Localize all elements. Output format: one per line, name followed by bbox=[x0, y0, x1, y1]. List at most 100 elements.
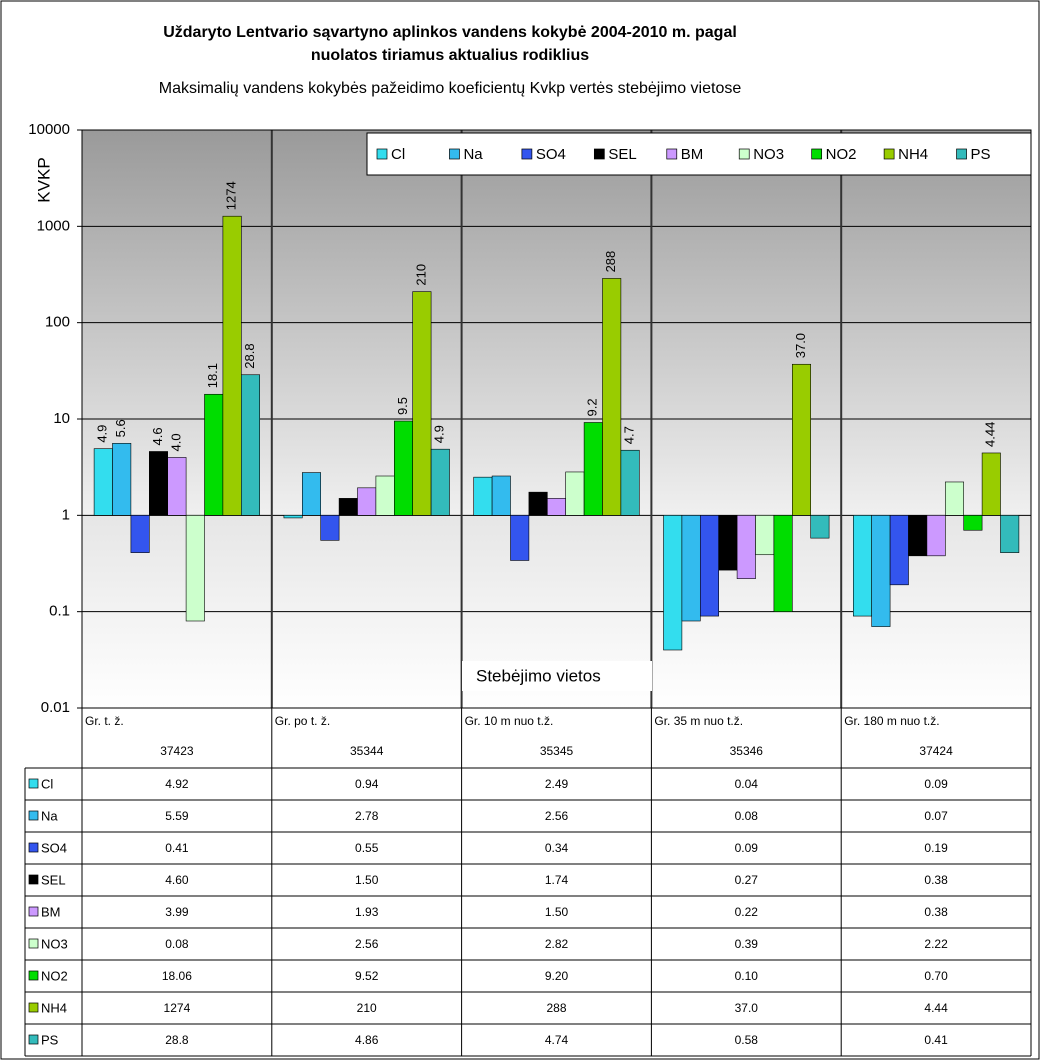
legend-label: PS bbox=[971, 146, 991, 163]
table-cell: 4.86 bbox=[355, 1033, 379, 1047]
bar bbox=[320, 515, 340, 541]
bar bbox=[699, 515, 719, 617]
y-tick-label: 10000 bbox=[28, 121, 70, 138]
table-cell: 1.50 bbox=[545, 905, 569, 919]
data-label: 9.2 bbox=[585, 398, 600, 416]
bar bbox=[112, 443, 132, 516]
bar bbox=[130, 515, 150, 553]
table-cell: 5.59 bbox=[165, 809, 189, 823]
bar bbox=[620, 449, 640, 516]
data-label: 18.1 bbox=[205, 363, 220, 388]
bar bbox=[852, 515, 872, 617]
category-label: Gr. 10 m nuo t.ž. bbox=[465, 714, 554, 728]
table-swatch bbox=[28, 810, 39, 821]
bar bbox=[926, 515, 946, 557]
bar bbox=[944, 481, 964, 516]
table-cell: 0.55 bbox=[355, 841, 379, 855]
table-cell: 2.82 bbox=[545, 937, 569, 951]
bar bbox=[149, 451, 169, 516]
table-cell: 0.19 bbox=[924, 841, 948, 855]
table-swatch bbox=[28, 874, 39, 885]
legend-label: SO4 bbox=[536, 146, 566, 163]
bar bbox=[871, 515, 891, 627]
table-row-label: NO2 bbox=[41, 968, 68, 983]
bar bbox=[167, 457, 187, 516]
table-cell: 1.74 bbox=[545, 873, 569, 887]
category-code: 35344 bbox=[350, 744, 384, 758]
legend-swatch bbox=[883, 148, 895, 160]
legend-swatch bbox=[376, 148, 388, 160]
data-label: 4.44 bbox=[983, 422, 998, 447]
table-cell: 4.44 bbox=[924, 1001, 948, 1015]
bar bbox=[375, 475, 395, 516]
table-swatch bbox=[28, 1034, 39, 1045]
legend-label: NO2 bbox=[826, 146, 857, 163]
table-cell: 2.22 bbox=[924, 937, 948, 951]
table-row-label: PS bbox=[41, 1032, 59, 1047]
table-cell: 0.10 bbox=[735, 969, 759, 983]
chart-subtitle: Maksimalių vandens kokybės pažeidimo koe… bbox=[159, 80, 742, 97]
table-row-label: Na bbox=[41, 808, 58, 823]
bar bbox=[602, 278, 622, 516]
legend-swatch bbox=[738, 148, 750, 160]
category-code: 35346 bbox=[730, 744, 764, 758]
annotation-box bbox=[462, 661, 652, 691]
bar bbox=[283, 515, 303, 519]
legend-swatch bbox=[956, 148, 967, 160]
table-cell: 3.99 bbox=[165, 905, 189, 919]
bar bbox=[791, 363, 811, 516]
bar bbox=[528, 491, 548, 516]
bar bbox=[981, 452, 1001, 516]
legend-label: Cl bbox=[391, 146, 405, 163]
data-label: 210 bbox=[413, 264, 428, 286]
table-swatch bbox=[28, 1002, 39, 1013]
legend-swatch bbox=[521, 148, 533, 160]
table-cell: 2.56 bbox=[545, 809, 569, 823]
data-label: 4.0 bbox=[168, 433, 183, 451]
table-cell: 2.49 bbox=[545, 777, 569, 791]
table-cell: 210 bbox=[357, 1001, 377, 1015]
bar bbox=[241, 374, 261, 516]
bar bbox=[222, 215, 242, 516]
data-label: 4.6 bbox=[150, 427, 165, 445]
bar bbox=[546, 498, 566, 516]
legend-label: Na bbox=[463, 146, 483, 163]
bar bbox=[412, 291, 432, 516]
table-cell: 0.22 bbox=[735, 905, 759, 919]
data-label: 288 bbox=[603, 251, 618, 273]
table-cell: 1.50 bbox=[355, 873, 379, 887]
chart-title: Uždaryto Lentvario sąvartyno aplinkos va… bbox=[163, 24, 737, 41]
table-cell: 0.07 bbox=[924, 809, 948, 823]
category-label: Gr. 35 m nuo t.ž. bbox=[654, 714, 743, 728]
bar bbox=[663, 515, 683, 651]
bar bbox=[491, 475, 511, 516]
table-cell: 18.06 bbox=[162, 969, 192, 983]
table-row-label: Cl bbox=[41, 776, 53, 791]
table-cell: 2.56 bbox=[355, 937, 379, 951]
legend-swatch bbox=[449, 148, 460, 160]
table-cell: 0.08 bbox=[165, 937, 189, 951]
legend-swatch bbox=[666, 148, 678, 160]
table-row-label: NH4 bbox=[41, 1000, 67, 1015]
category-code: 37423 bbox=[160, 744, 194, 758]
table-cell: 1.93 bbox=[355, 905, 379, 919]
table-cell: 9.20 bbox=[545, 969, 569, 983]
annotation: Stebėjimo vietos bbox=[476, 666, 601, 685]
bar bbox=[963, 515, 983, 531]
table-cell: 37.0 bbox=[735, 1001, 759, 1015]
y-tick-label: 1 bbox=[62, 506, 70, 523]
data-label: 4.7 bbox=[622, 426, 637, 444]
y-tick-label: 1000 bbox=[37, 217, 70, 234]
table-cell: 2.78 bbox=[355, 809, 379, 823]
category-code: 35345 bbox=[540, 744, 574, 758]
table-row-label: SEL bbox=[41, 872, 66, 887]
bar bbox=[430, 448, 450, 516]
table-cell: 0.94 bbox=[355, 777, 379, 791]
y-tick-label: 0.01 bbox=[41, 699, 70, 716]
bar bbox=[93, 448, 113, 516]
bar bbox=[773, 515, 793, 612]
table-cell: 0.41 bbox=[165, 841, 189, 855]
y-tick-label: 100 bbox=[45, 314, 70, 331]
table-cell: 288 bbox=[546, 1001, 566, 1015]
legend-swatch bbox=[811, 148, 823, 160]
